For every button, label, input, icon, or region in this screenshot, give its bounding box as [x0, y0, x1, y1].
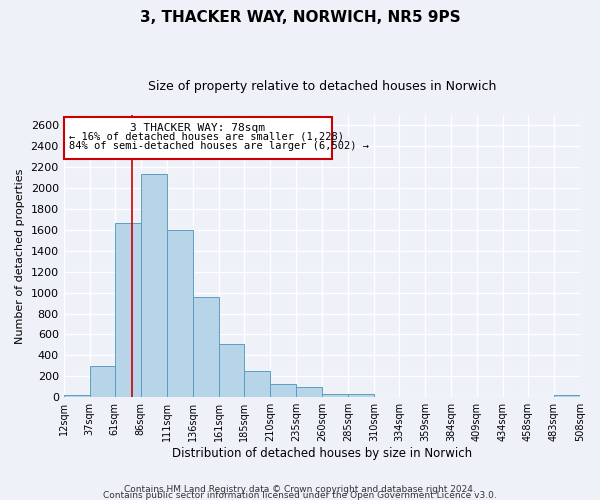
Bar [141, 174, 167, 397]
Bar [270, 384, 296, 397]
Bar [89, 366, 115, 397]
Bar [399, 396, 425, 397]
Bar [167, 230, 193, 397]
Text: Contains public sector information licensed under the Open Government Licence v3: Contains public sector information licen… [103, 490, 497, 500]
Bar [296, 387, 322, 397]
FancyBboxPatch shape [64, 117, 332, 159]
Bar [503, 396, 528, 397]
Y-axis label: Number of detached properties: Number of detached properties [15, 168, 25, 344]
Bar [528, 396, 554, 397]
Bar [554, 394, 580, 397]
Text: 3, THACKER WAY, NORWICH, NR5 9PS: 3, THACKER WAY, NORWICH, NR5 9PS [140, 10, 460, 25]
Bar [425, 396, 451, 397]
Bar [451, 396, 477, 397]
Text: 84% of semi-detached houses are larger (6,502) →: 84% of semi-detached houses are larger (… [69, 141, 369, 151]
Bar [477, 396, 503, 397]
Bar [348, 394, 374, 397]
Title: Size of property relative to detached houses in Norwich: Size of property relative to detached ho… [148, 80, 496, 93]
Bar [115, 222, 141, 397]
Text: ← 16% of detached houses are smaller (1,228): ← 16% of detached houses are smaller (1,… [69, 132, 344, 141]
Text: Contains HM Land Registry data © Crown copyright and database right 2024.: Contains HM Land Registry data © Crown c… [124, 484, 476, 494]
Bar [244, 371, 270, 397]
Bar [219, 344, 244, 397]
Bar [193, 297, 219, 397]
Bar [64, 394, 89, 397]
X-axis label: Distribution of detached houses by size in Norwich: Distribution of detached houses by size … [172, 447, 472, 460]
Text: 3 THACKER WAY: 78sqm: 3 THACKER WAY: 78sqm [130, 123, 265, 133]
Bar [322, 394, 348, 397]
Bar [374, 396, 399, 397]
